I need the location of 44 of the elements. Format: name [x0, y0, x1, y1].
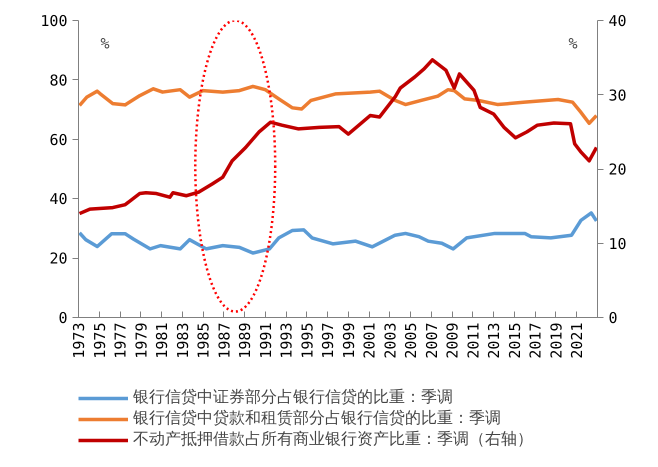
x-tick-label: 1997: [319, 322, 338, 359]
x-tick-label: 1989: [236, 322, 254, 359]
x-tick-label: 1987: [215, 322, 234, 359]
y2-axis-title: %: [568, 34, 578, 52]
y-tick-label: 20: [49, 250, 68, 268]
y-axis-title: %: [100, 34, 110, 52]
y-tick-label: 60: [49, 130, 68, 149]
legend-label: 银行信贷中贷款和租赁部分占银行信贷的比重：季调: [133, 408, 501, 429]
line-series: [78, 211, 598, 255]
y2-tick-label: 40: [608, 12, 627, 30]
legend-label: 银行信贷中证券部分占银行信贷的比重：季调: [133, 387, 453, 408]
x-tick-label: 2009: [444, 322, 462, 359]
line-series: [78, 84, 598, 126]
x-tick-label: 1983: [174, 322, 192, 359]
x-tick-label: 2015: [506, 322, 524, 359]
x-tick-label: 1993: [278, 322, 296, 359]
y2-tick-label: 30: [608, 86, 627, 104]
y-tick-label: 100: [40, 12, 68, 30]
x-tick-label: 1985: [194, 322, 213, 359]
y-tick-label: 40: [49, 190, 68, 208]
y2-tick-label: 0: [608, 309, 618, 327]
x-tick-label: 2001: [360, 322, 379, 359]
y2-tick-label: 10: [608, 234, 627, 253]
y2-tick-label: 20: [608, 160, 627, 178]
x-tick-label: 2011: [464, 322, 482, 359]
x-tick-label: 1977: [112, 322, 130, 359]
x-tick-label: 2003: [381, 322, 400, 359]
x-tick-label: 2013: [485, 322, 504, 359]
x-tick-label: 1973: [70, 322, 88, 359]
x-tick-label: 1975: [90, 322, 109, 359]
x-tick-label: 1995: [298, 322, 316, 359]
x-tick-label: 1979: [132, 322, 150, 359]
x-tick-label: 1999: [340, 322, 358, 359]
x-tick-label: 1981: [153, 322, 172, 359]
x-tick-label: 1991: [256, 322, 275, 359]
x-tick-label: 2007: [422, 322, 441, 359]
x-tick-label: 2019: [547, 322, 566, 359]
x-tick-label: 2017: [526, 322, 545, 359]
y-tick-label: 0: [58, 309, 68, 327]
line-series: [78, 58, 598, 216]
x-tick-label: 2005: [402, 322, 420, 359]
legend-label: 不动产抵押借款占所有商业银行资产比重：季调（右轴）: [133, 429, 533, 450]
y-tick-label: 80: [49, 71, 68, 90]
x-tick-label: 2021: [568, 322, 586, 359]
